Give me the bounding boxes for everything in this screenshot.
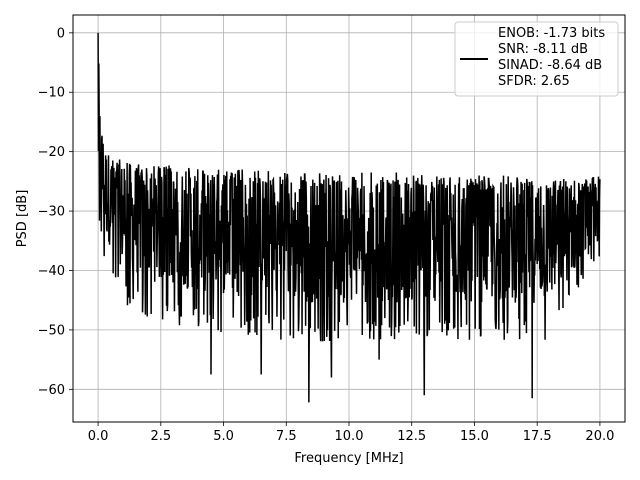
psd-series-line (97, 32, 601, 403)
x-axis-label: Frequency [MHz] (294, 451, 403, 466)
y-tick-label: −50 (38, 323, 65, 338)
y-tick-label: 0 (57, 26, 65, 41)
y-tick-label: −60 (38, 383, 65, 398)
x-tick-label: 12.5 (397, 429, 426, 444)
legend: ENOB: -1.73 bits SNR: -8.11 dB SINAD: -8… (454, 21, 619, 97)
y-tick-label: −30 (38, 205, 65, 220)
legend-entry-enob: ENOB: -1.73 bits (498, 26, 605, 41)
axis-ticks: 0.0 2.5 5.0 7.5 10.0 12.5 15.0 17.5 20.0 0 −10 −20 −… (38, 26, 615, 444)
y-tick-label: −40 (38, 264, 65, 279)
data-series-layer (97, 32, 601, 403)
y-tick-label: −20 (38, 145, 65, 160)
x-tick-label: 2.5 (150, 429, 171, 444)
x-tick-label: 15.0 (460, 429, 489, 444)
x-tick-label: 0.0 (88, 429, 109, 444)
x-tick-label: 7.5 (276, 429, 297, 444)
legend-entry-snr: SNR: -8.11 dB (498, 42, 588, 57)
x-tick-label: 17.5 (523, 429, 552, 444)
x-tick-label: 10.0 (335, 429, 364, 444)
legend-box (454, 21, 619, 97)
x-tick-label: 5.0 (213, 429, 234, 444)
x-tick-label: 20.0 (585, 429, 614, 444)
legend-entry-sinad: SINAD: -8.64 dB (498, 58, 602, 73)
y-axis-label: PSD [dB] (15, 190, 30, 248)
legend-entry-sfdr: SFDR: 2.65 (498, 74, 570, 89)
y-tick-label: −10 (38, 86, 65, 101)
